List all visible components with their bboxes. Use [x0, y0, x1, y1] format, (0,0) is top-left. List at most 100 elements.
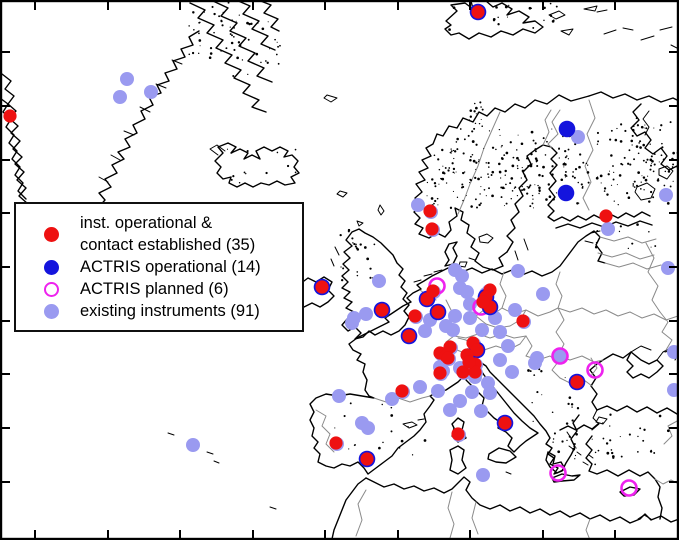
- terrain-dot: [532, 207, 534, 209]
- terrain-dot: [390, 430, 393, 433]
- coastline-path: [213, 460, 220, 464]
- terrain-dot: [575, 432, 578, 436]
- terrain-dot: [633, 180, 636, 183]
- terrain-dot: [488, 130, 491, 132]
- station-existing: [120, 72, 134, 86]
- coastline-path: [139, 106, 151, 113]
- terrain-dot: [487, 161, 490, 165]
- station-existing: [601, 222, 615, 236]
- terrain-dot: [452, 171, 455, 174]
- terrain-dot: [231, 34, 233, 37]
- coastline-path: [603, 29, 617, 35]
- terrain-dot: [536, 164, 539, 168]
- terrain-dot: [524, 175, 527, 178]
- terrain-dot: [279, 44, 281, 47]
- station-existing: [536, 287, 550, 301]
- terrain-dot: [479, 193, 481, 195]
- terrain-dot: [573, 445, 575, 448]
- terrain-dot: [609, 138, 612, 141]
- terrain-dot: [463, 138, 466, 141]
- station-planned: [620, 479, 638, 497]
- terrain-dot: [648, 200, 651, 203]
- terrain-dot: [586, 171, 590, 174]
- coastline-path: [663, 419, 679, 445]
- terrain-dot: [453, 150, 457, 153]
- coastline-path: [468, 257, 476, 261]
- terrain-dot: [438, 183, 440, 185]
- terrain-dot: [500, 157, 504, 160]
- coastline-path: [356, 220, 364, 227]
- terrain-dot: [444, 167, 447, 169]
- terrain-dot: [635, 145, 639, 148]
- coastline-path: [547, 109, 561, 149]
- station-existing: [385, 392, 399, 406]
- terrain-dot: [274, 38, 276, 41]
- terrain-dot: [537, 184, 539, 187]
- coastline-path: [582, 461, 589, 466]
- terrain-dot: [261, 27, 265, 31]
- terrain-dot: [390, 406, 393, 409]
- terrain-dot: [476, 206, 479, 209]
- terrain-dot: [596, 131, 600, 135]
- terrain-dot: [474, 122, 477, 125]
- terrain-dot: [616, 127, 618, 130]
- terrain-dot: [431, 178, 434, 181]
- terrain-dot: [236, 56, 239, 60]
- station-existing: [483, 386, 497, 400]
- coastline-path: [444, 241, 458, 267]
- terrain-dot: [573, 443, 576, 445]
- coastline-path: [523, 238, 529, 251]
- terrain-dot: [667, 170, 671, 173]
- station-existing: [571, 130, 585, 144]
- coastline-path: [659, 311, 673, 351]
- terrain-dot: [423, 439, 427, 442]
- coastline-path: [548, 10, 566, 20]
- terrain-dot: [473, 127, 476, 130]
- coastline-path: [630, 103, 679, 174]
- legend-label-line: existing instruments (91): [80, 302, 260, 320]
- legend-label: ACTRIS planned (6): [80, 278, 229, 300]
- coastline-path: [257, 0, 280, 32]
- terrain-dot: [449, 206, 453, 209]
- coastline-path: [557, 307, 679, 321]
- coastline-path: [330, 258, 335, 267]
- terrain-dot: [628, 149, 631, 152]
- terrain-dot: [610, 451, 614, 455]
- terrain-dot: [452, 149, 455, 152]
- coastline-path: [634, 182, 656, 201]
- terrain-dot: [624, 129, 627, 133]
- coastline-path: [584, 240, 594, 244]
- terrain-dot: [534, 148, 537, 151]
- terrain-dot: [269, 48, 271, 50]
- terrain-dot: [606, 451, 610, 455]
- terrain-dot: [343, 414, 346, 418]
- coastline-path: [348, 267, 449, 399]
- station-existing: [667, 383, 679, 397]
- terrain-dot: [490, 174, 493, 176]
- terrain-dot: [594, 463, 597, 466]
- terrain-dot: [467, 134, 470, 137]
- terrain-dot: [652, 170, 655, 173]
- terrain-dot: [534, 184, 536, 186]
- terrain-dot: [552, 441, 554, 443]
- terrain-dot: [613, 200, 615, 202]
- terrain-dot: [475, 113, 477, 115]
- station-actris-operational: [557, 184, 575, 202]
- terrain-dot: [473, 160, 476, 163]
- terrain-dot: [558, 157, 560, 159]
- station-markers: [3, 3, 679, 497]
- terrain-dot: [499, 134, 501, 136]
- station-existing: [413, 380, 427, 394]
- coastline-path: [336, 190, 348, 198]
- terrain-dot: [521, 169, 525, 173]
- terrain-dot: [226, 148, 229, 150]
- terrain-dot: [633, 158, 636, 161]
- terrain-dot: [487, 173, 489, 175]
- terrain-dot: [265, 171, 268, 175]
- terrain-dot: [503, 154, 506, 157]
- terrain-dot: [563, 166, 565, 168]
- terrain-dot: [504, 5, 508, 9]
- terrain-dot: [433, 154, 436, 157]
- terrain-dot: [485, 162, 487, 164]
- coastline-path: [315, 409, 335, 453]
